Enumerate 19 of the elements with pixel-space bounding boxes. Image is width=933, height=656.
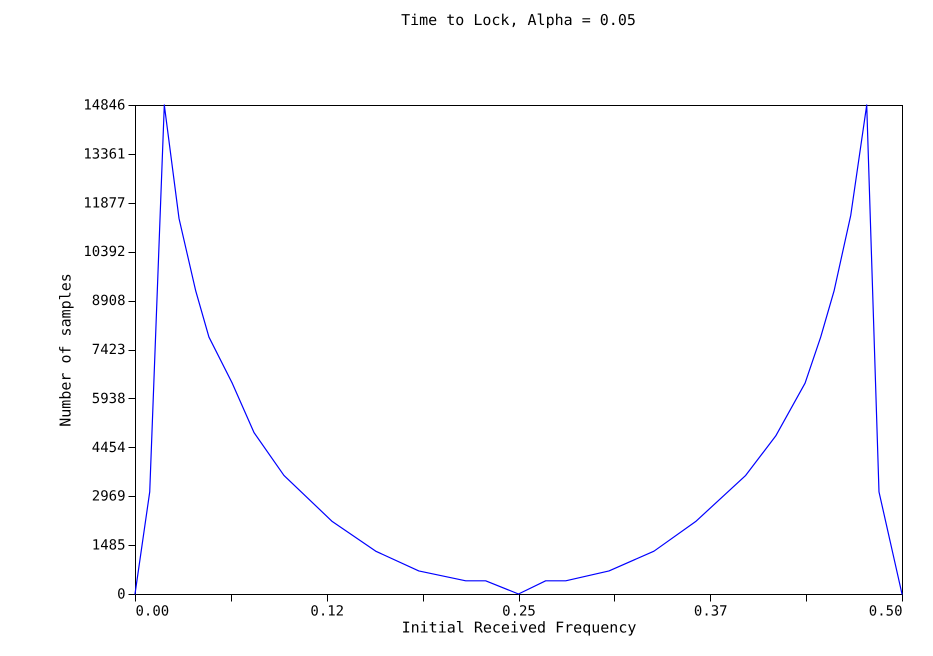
y-axis-title: Number of samples [56,273,74,427]
y-tick-label: 1485 [92,538,126,554]
x-tick-label: 0.25 [502,604,536,620]
y-tick-label: 0 [117,586,126,602]
y-tick-label: 5938 [92,390,126,407]
x-tick-label: 0.37 [694,604,728,620]
x-tick-label: 0.00 [136,604,170,620]
y-tick-label: 2969 [92,488,126,505]
chart-title: Time to Lock, Alpha = 0.05 [401,11,636,29]
y-tick-label: 4454 [92,440,126,456]
x-tick-label: 0.50 [868,604,902,620]
x-axis-title: Initial Received Frequency [402,618,636,636]
y-tick-label: 7423 [92,342,126,358]
y-tick-label: 8908 [92,293,126,310]
x-tick-label: 0.12 [310,604,344,620]
y-tick-label: 11877 [83,195,126,212]
y-tick-label: 10392 [83,244,126,260]
y-tick-label: 13361 [83,146,126,162]
y-tick-label: 14846 [83,98,126,114]
